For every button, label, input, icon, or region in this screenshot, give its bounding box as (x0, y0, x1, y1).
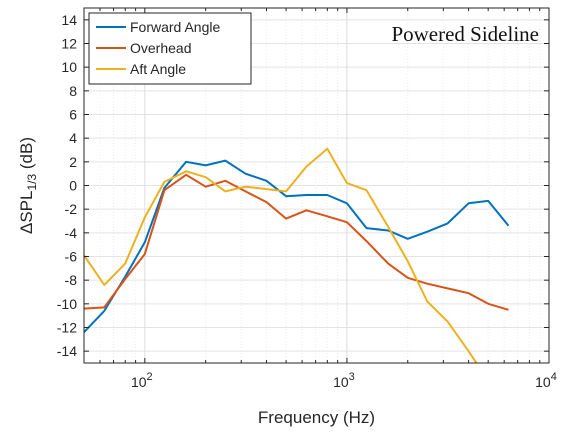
x-tick-label: 102 (131, 371, 153, 390)
x-tick-label-exponent: 2 (147, 371, 153, 383)
legend-entry: Aft Angle (130, 61, 186, 77)
chart-annotation: Powered Sideline (391, 22, 539, 46)
x-tick-label: 104 (535, 371, 557, 390)
y-tick-label: -4 (65, 225, 78, 241)
grid-lines (84, 8, 549, 363)
y-tick-label: 10 (61, 59, 77, 75)
y-axis-label-suffix: (dB) (17, 137, 36, 174)
y-axis-label: ΔSPL1/3 (dB) (17, 137, 39, 234)
series-line-forward-angle (84, 159, 510, 333)
x-tick-label-base: 10 (333, 374, 349, 390)
series-line-overhead (84, 173, 509, 311)
x-tick-label: 103 (333, 371, 355, 390)
y-axis-label-subscript: 1/3 (25, 174, 39, 191)
x-axis-label: Frequency (Hz) (258, 408, 375, 427)
y-tick-label: 8 (69, 83, 77, 99)
series-line-aft-angle (84, 147, 478, 363)
y-tick-label: -14 (57, 343, 77, 359)
x-tick-label-base: 10 (535, 374, 551, 390)
y-tick-label: -2 (65, 201, 78, 217)
plot-lines (84, 147, 510, 363)
y-axis-label-prefix: ΔSPL (17, 191, 36, 235)
y-tick-label: -12 (57, 320, 77, 336)
y-tick-label: -8 (65, 272, 78, 288)
legend-entry: Forward Angle (130, 19, 220, 35)
y-tick-label: 2 (69, 154, 77, 170)
y-tick-label: 6 (69, 107, 77, 123)
y-tick-label: 4 (69, 130, 77, 146)
x-tick-label-exponent: 4 (551, 371, 557, 383)
y-tick-label: 14 (61, 12, 77, 28)
y-tick-label: 12 (61, 36, 77, 52)
y-tick-label: -10 (57, 296, 77, 312)
y-tick-label: 0 (69, 178, 77, 194)
x-tick-label-base: 10 (131, 374, 147, 390)
y-tick-label: -6 (65, 249, 78, 265)
legend: Forward Angle Overhead Aft Angle (88, 12, 252, 85)
x-tick-label-exponent: 3 (349, 371, 355, 383)
legend-entry: Overhead (130, 40, 191, 56)
